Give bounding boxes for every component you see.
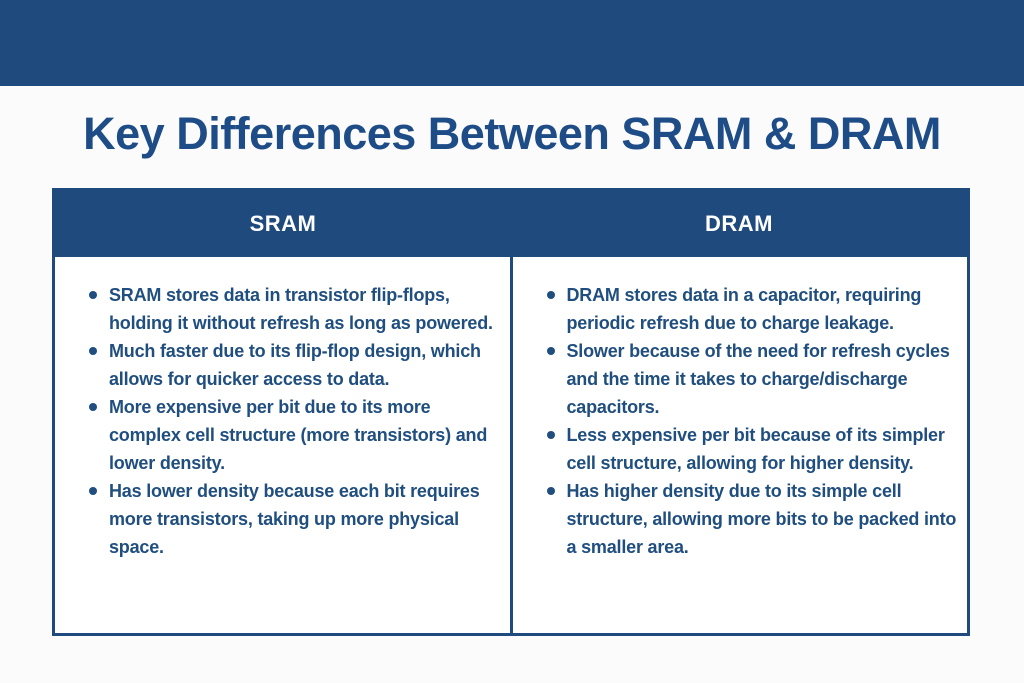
top-banner	[0, 0, 1024, 86]
page-content: Key Differences Between SRAM & DRAM SRAM…	[0, 106, 1024, 637]
dram-bullet-list: DRAM stores data in a capacitor, requiri…	[545, 281, 958, 561]
dram-column: DRAM stores data in a capacitor, requiri…	[513, 257, 968, 633]
table-body: SRAM stores data in transistor flip-flop…	[55, 257, 968, 634]
list-item: DRAM stores data in a capacitor, requiri…	[545, 281, 958, 337]
list-item: Slower because of the need for refresh c…	[545, 337, 958, 421]
page-title: Key Differences Between SRAM & DRAM	[83, 108, 941, 159]
list-item: Has higher density due to its simple cel…	[545, 477, 958, 561]
list-item: Has lower density because each bit requi…	[87, 477, 500, 561]
column-header-sram: SRAM	[249, 211, 317, 237]
list-item: Much faster due to its flip-flop design,…	[87, 337, 500, 393]
list-item: More expensive per bit due to its more c…	[87, 393, 500, 477]
list-item: SRAM stores data in transistor flip-flop…	[87, 281, 500, 337]
column-header-dram: DRAM	[705, 211, 773, 237]
sram-column: SRAM stores data in transistor flip-flop…	[55, 257, 513, 634]
sram-bullet-list: SRAM stores data in transistor flip-flop…	[87, 281, 500, 561]
list-item: Less expensive per bit because of its si…	[545, 421, 958, 477]
table-header-row: SRAM DRAM	[55, 191, 967, 258]
comparison-table: SRAM DRAM SRAM stores data in transistor…	[52, 188, 970, 637]
